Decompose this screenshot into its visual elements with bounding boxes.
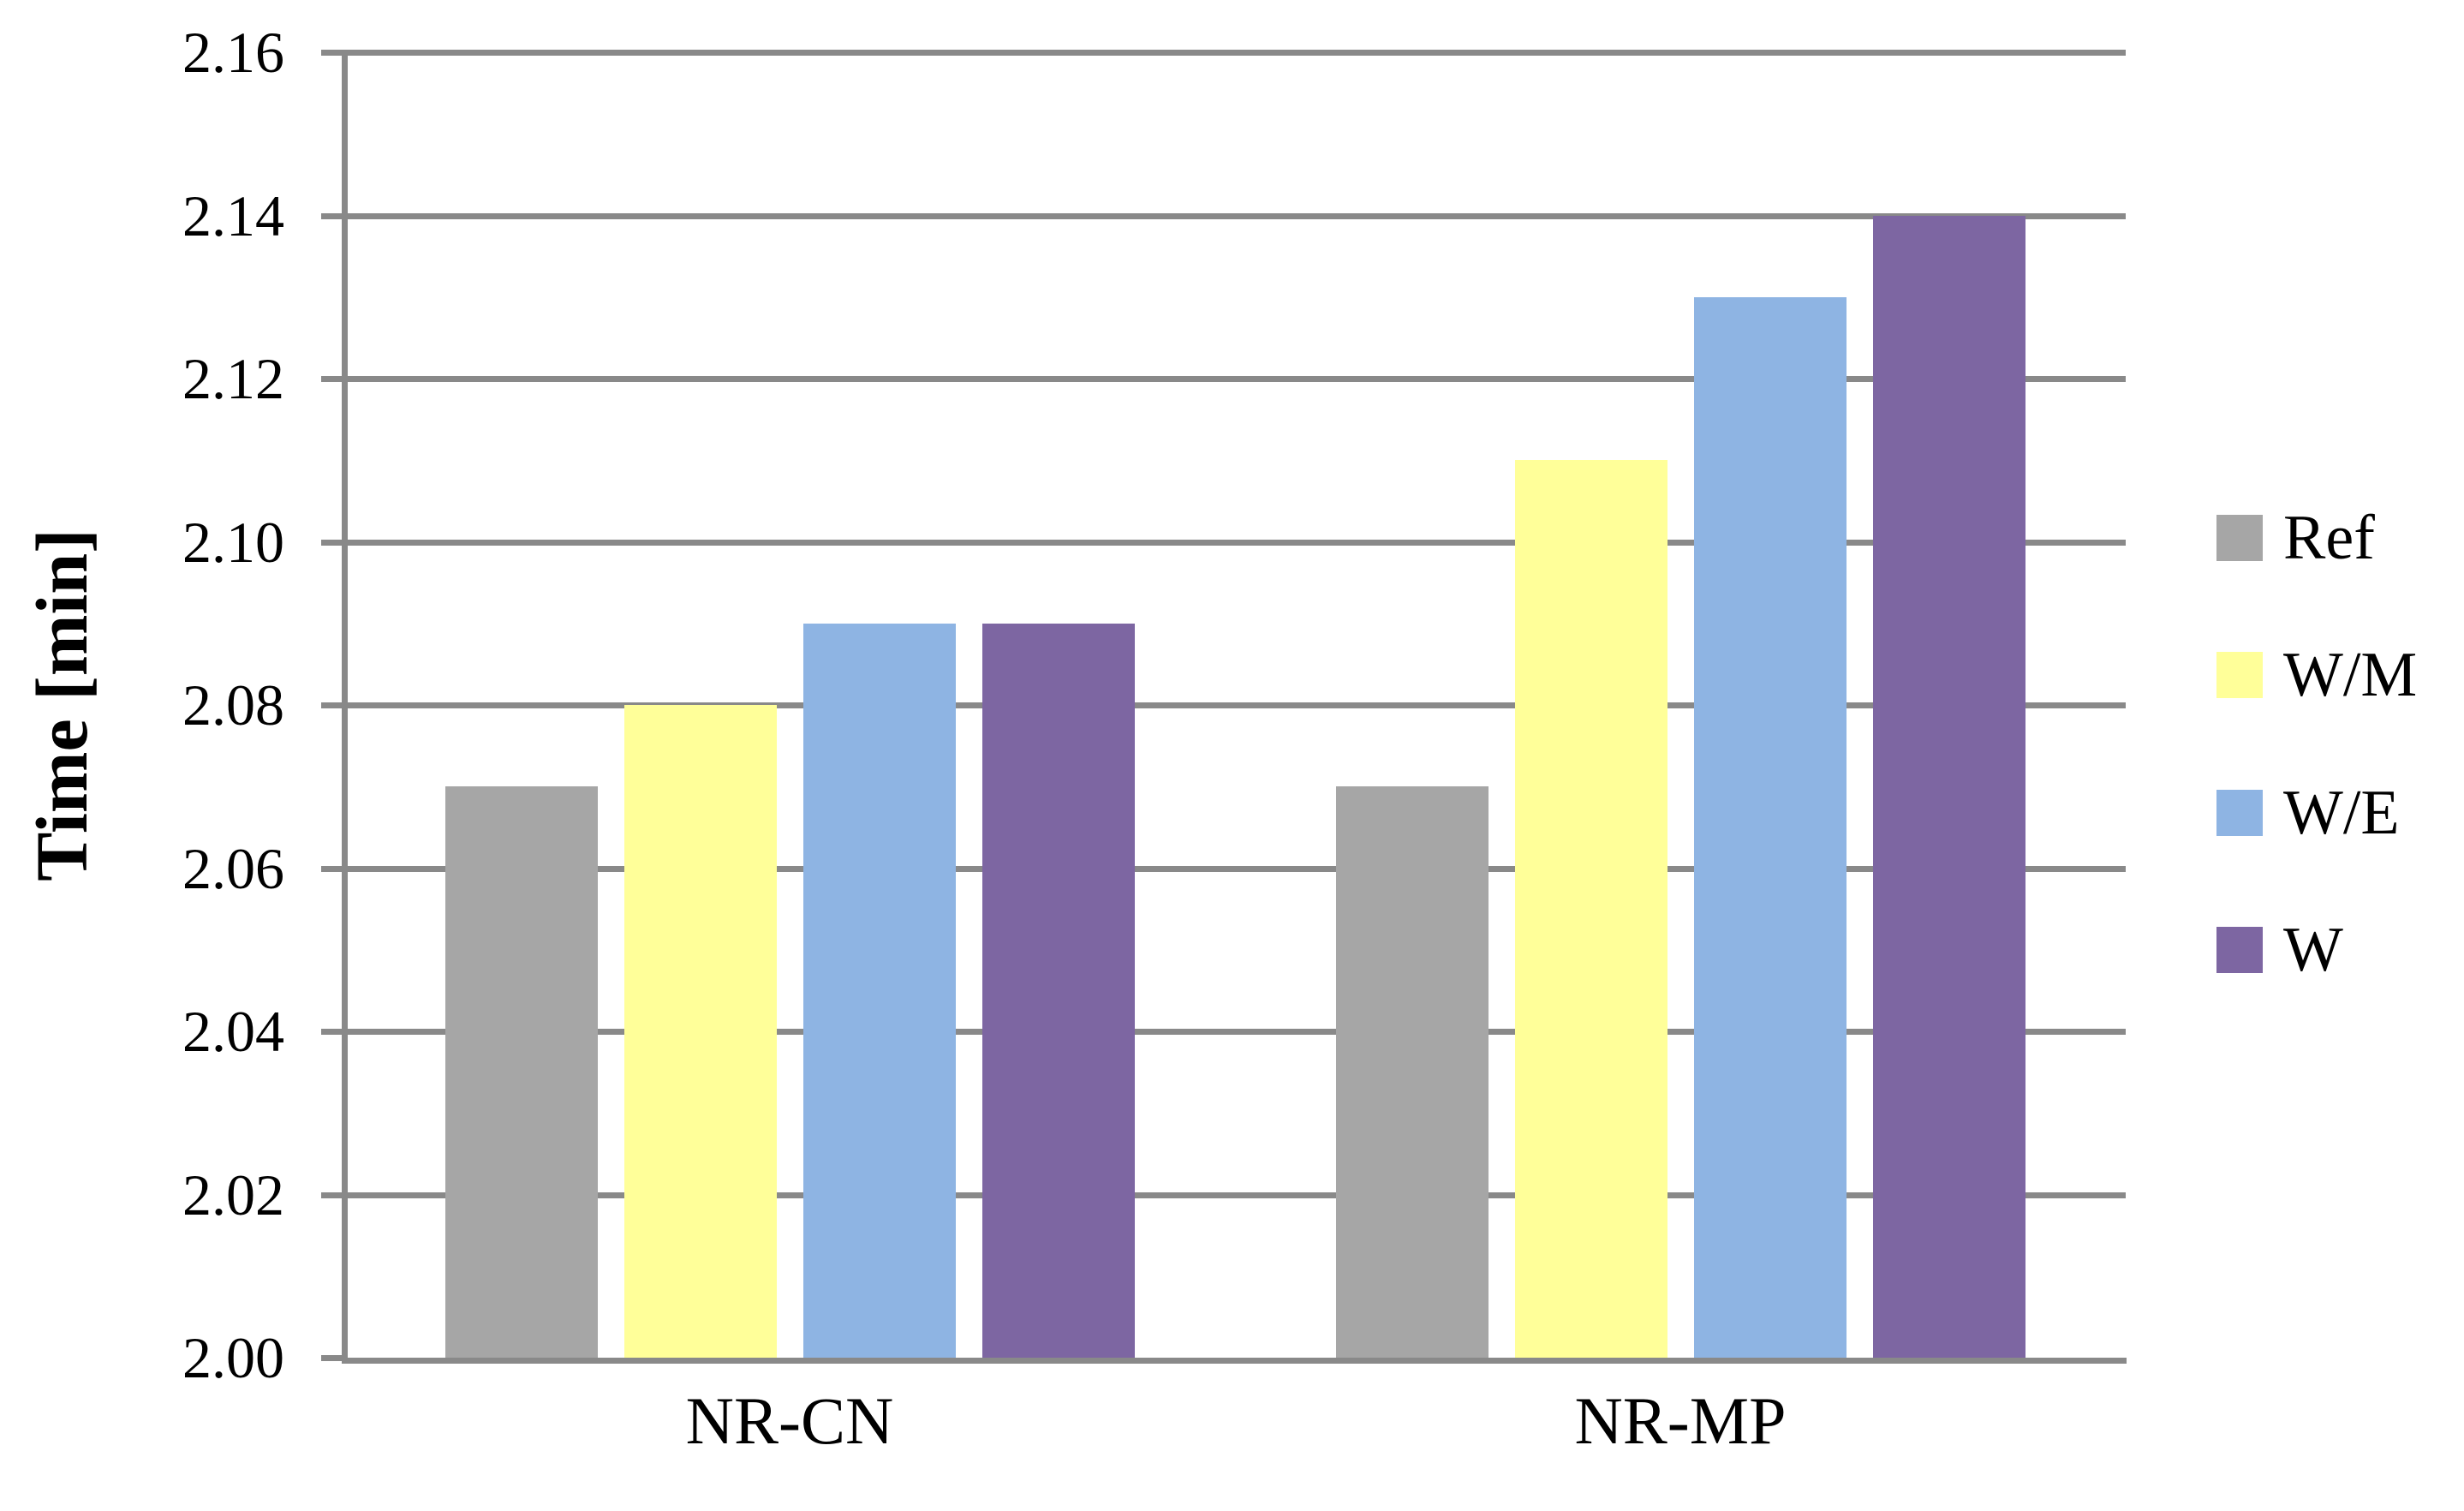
y-axis-tick — [321, 376, 344, 382]
bar-w-nrcn — [981, 623, 1135, 1358]
legend-label: W — [2283, 914, 2343, 985]
legend-label: W/E — [2283, 777, 2400, 848]
legend: Ref W/M W/E W — [2216, 0, 2464, 1511]
gridline — [344, 865, 2126, 872]
legend-label: W/M — [2283, 640, 2418, 711]
x-category-label: NR-MP — [1574, 1383, 1787, 1458]
y-axis-tick — [321, 50, 344, 56]
bar-we-nrcn — [802, 623, 956, 1358]
x-axis-line — [344, 1358, 2127, 1364]
bar-wm-nrcn — [623, 705, 777, 1358]
y-tick-label: 2.02 — [182, 1162, 284, 1227]
legend-item: W/M — [2216, 643, 2417, 707]
legend-swatch — [2216, 652, 2263, 699]
y-tick-label: 2.08 — [182, 672, 284, 738]
y-axis-line — [342, 50, 348, 1364]
y-axis-tick — [321, 212, 344, 219]
gridline — [344, 50, 2126, 56]
gridline — [344, 1029, 2126, 1035]
gridline — [344, 376, 2126, 382]
plot-area — [344, 50, 2126, 1358]
legend-swatch — [2216, 515, 2263, 561]
y-axis-tick-labels: 2.00 2.02 2.04 2.06 2.08 2.10 2.12 2.14 2.16 — [0, 0, 284, 1511]
y-tick-label: 2.16 — [182, 20, 284, 85]
gridline — [344, 539, 2126, 546]
y-tick-label: 2.04 — [182, 999, 284, 1064]
y-axis-tick — [321, 702, 344, 708]
y-tick-label: 2.00 — [182, 1325, 284, 1390]
gridline — [344, 1191, 2126, 1198]
y-axis-tick — [321, 1355, 344, 1361]
legend-item: W/E — [2216, 781, 2400, 845]
y-tick-label: 2.14 — [182, 182, 284, 248]
legend-label: Ref — [2283, 503, 2375, 573]
x-category-label: NR-CN — [685, 1383, 894, 1458]
legend-item: W — [2216, 918, 2343, 982]
y-axis-tick — [321, 865, 344, 872]
legend-swatch — [2216, 789, 2263, 836]
y-axis-tick — [321, 539, 344, 546]
y-tick-label: 2.10 — [182, 509, 284, 575]
y-axis-tick — [321, 1191, 344, 1198]
legend-swatch — [2216, 926, 2263, 973]
bar-w-nrmp — [1872, 215, 2025, 1358]
gridline — [344, 212, 2126, 219]
bar-ref-nrmp — [1335, 786, 1489, 1358]
y-tick-label: 2.06 — [182, 835, 284, 901]
bar-wm-nrmp — [1514, 460, 1668, 1358]
gridline — [344, 702, 2126, 708]
bar-ref-nrcn — [444, 786, 598, 1358]
y-axis-tick — [321, 1029, 344, 1035]
legend-item: Ref — [2216, 506, 2375, 570]
bar-we-nrmp — [1693, 296, 1847, 1358]
y-tick-label: 2.12 — [182, 346, 284, 411]
